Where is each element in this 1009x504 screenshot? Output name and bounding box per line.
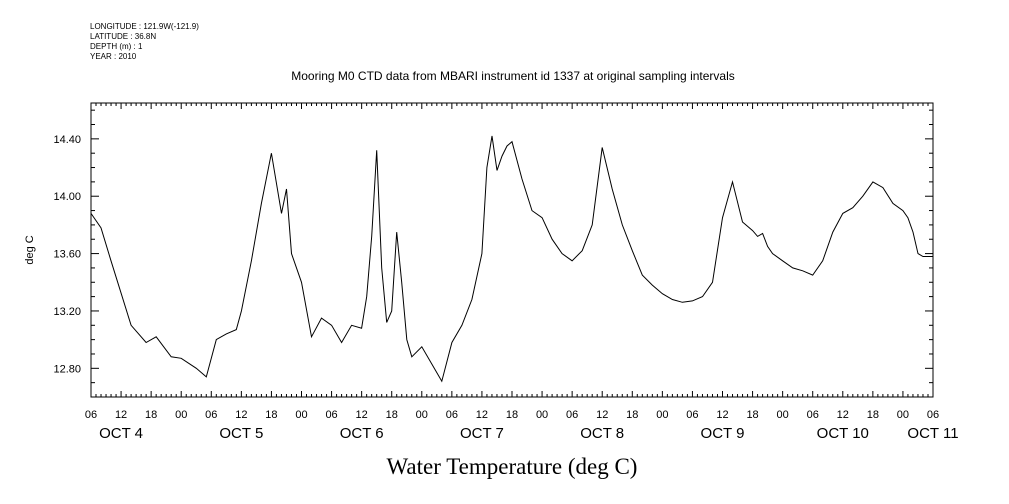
x-tick-label: 12 [115, 409, 127, 421]
x-tick-label: 00 [295, 409, 307, 421]
x-tick-label: 06 [927, 409, 939, 421]
year-label: YEAR : 2010 [90, 52, 137, 61]
x-tick-label: 18 [867, 409, 879, 421]
depth-label: DEPTH (m) : 1 [90, 42, 143, 51]
y-tick-label: 14.40 [53, 134, 81, 146]
x-tick-labels: 06 12 18 00 06 12 18 00 06 12 18 00 06 12 18 00 06 12 18 00… [85, 409, 939, 421]
x-tick-label: 12 [356, 409, 368, 421]
day-label: OCT 8 [580, 425, 624, 442]
water-temperature-line [90, 135, 933, 383]
x-tick-label: 00 [897, 409, 909, 421]
x-tick-label: 00 [536, 409, 548, 421]
day-label: OCT 5 [219, 425, 263, 442]
latitude-label: LATITUDE : 36.8N [90, 32, 157, 41]
plot-frame [90, 102, 934, 398]
x-tick-label: 12 [476, 409, 488, 421]
x-tick-label: 12 [837, 409, 849, 421]
y-tick-label: 14.00 [53, 191, 81, 203]
chart-caption: Water Temperature (deg C) [387, 454, 638, 479]
x-tick-label: 06 [325, 409, 337, 421]
day-label: OCT 4 [99, 425, 143, 442]
y-tick-label: 13.20 [53, 306, 81, 318]
x-tick-label: 12 [235, 409, 247, 421]
day-label: OCT 6 [340, 425, 384, 442]
x-tick-label: 06 [205, 409, 217, 421]
x-tick-label: 18 [626, 409, 638, 421]
y-tick-labels: 12.80 13.20 13.60 14.00 14.40 [53, 134, 81, 375]
x-tick-label: 06 [446, 409, 458, 421]
x-tick-label: 06 [85, 409, 97, 421]
tick-marks [90, 103, 934, 398]
x-tick-label: 12 [596, 409, 608, 421]
longitude-label: LONGITUDE : 121.9W(-121.9) [90, 22, 199, 31]
x-tick-label: 00 [416, 409, 428, 421]
x-tick-label: 18 [746, 409, 758, 421]
x-tick-label: 00 [777, 409, 789, 421]
x-tick-label: 06 [686, 409, 698, 421]
y-tick-label: 13.60 [53, 249, 81, 261]
day-label: OCT 9 [701, 425, 745, 442]
y-tick-label: 12.80 [53, 363, 81, 375]
x-tick-label: 18 [265, 409, 277, 421]
day-label: OCT 7 [460, 425, 504, 442]
x-tick-label: 06 [566, 409, 578, 421]
x-tick-label: 18 [145, 409, 157, 421]
x-tick-label: 00 [656, 409, 668, 421]
x-tick-label: 18 [506, 409, 518, 421]
y-axis-label: deg C [24, 235, 36, 264]
chart-title: Mooring M0 CTD data from MBARI instrumen… [291, 69, 735, 83]
metadata-block: LONGITUDE : 121.9W(-121.9) LATITUDE : 36… [90, 22, 199, 62]
x-tick-label: 06 [807, 409, 819, 421]
x-tick-label: 00 [175, 409, 187, 421]
day-labels: OCT 4 OCT 5 OCT 6 OCT 7 OCT 8 OCT 9 OCT 10 OCT … [99, 425, 958, 442]
day-label: OCT 11 [907, 425, 958, 442]
x-tick-label: 12 [716, 409, 728, 421]
x-tick-label: 18 [386, 409, 398, 421]
day-label: OCT 10 [817, 425, 869, 442]
